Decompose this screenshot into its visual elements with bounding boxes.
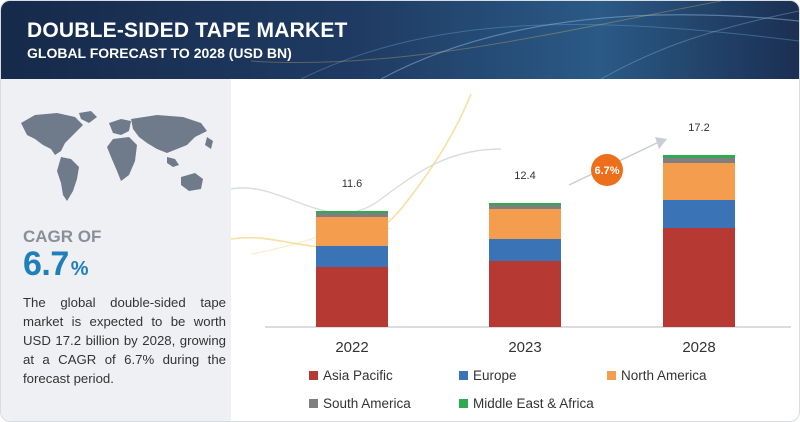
- x-tick-labels-group: 2022 2023 2028: [335, 339, 715, 356]
- bar-segment-asia-pacific-2023: [489, 261, 561, 327]
- stacked-bar-chart: 11.6 12.4 17.2 2022 2023 2028 6.7% Asia Paci…: [231, 93, 791, 411]
- legend-swatch-south-america: [309, 399, 318, 408]
- bar-segment-asia-pacific-2022: [316, 267, 388, 327]
- total-label-2022: 11.6: [342, 178, 363, 190]
- header-banner: DOUBLE-SIDED TAPE MARKET GLOBAL FORECAST…: [1, 1, 799, 79]
- bar-segment-europe-2028: [663, 200, 735, 228]
- cagr-value: 6.7%: [23, 245, 89, 284]
- bar-segment-north-america-2028: [663, 163, 735, 200]
- legend-swatch-asia-pacific: [309, 371, 318, 380]
- bar-segment-europe-2023: [489, 239, 561, 261]
- total-label-2028: 17.2: [688, 122, 709, 134]
- legend-label-europe: Europe: [473, 368, 517, 383]
- legend-label-middle-east-africa: Middle East & Africa: [473, 396, 594, 411]
- legend-label-south-america: South America: [323, 396, 411, 411]
- legend-swatch-north-america: [607, 371, 616, 380]
- bar-segment-north-america-2023: [489, 209, 561, 239]
- cagr-badge-text: 6.7%: [594, 165, 619, 177]
- cagr-label: CAGR OF: [23, 227, 102, 246]
- total-label-2023: 12.4: [514, 170, 535, 182]
- legend: Asia Pacific Europe North America South Ame…: [309, 368, 707, 411]
- x-tick-2028: 2028: [682, 339, 715, 356]
- bar-segment-middle-east-africa-2022: [316, 211, 388, 213]
- x-tick-2022: 2022: [335, 339, 368, 356]
- x-tick-2023: 2023: [508, 339, 541, 356]
- bar-segment-europe-2022: [316, 246, 388, 267]
- bar-segment-south-america-2023: [489, 205, 561, 209]
- page-subtitle: GLOBAL FORECAST TO 2028 (USD BN): [27, 45, 292, 61]
- bar-segment-south-america-2022: [316, 213, 388, 217]
- decorative-light-trails: [250, 1, 799, 79]
- bar-segment-middle-east-africa-2028: [663, 155, 735, 158]
- legend-swatch-middle-east-africa: [459, 399, 468, 408]
- total-labels-group: 11.6 12.4 17.2: [342, 122, 710, 190]
- bar-segment-asia-pacific-2028: [663, 228, 735, 327]
- bar-segment-south-america-2028: [663, 158, 735, 163]
- world-map-icon: [21, 111, 213, 201]
- bars-group: [316, 155, 735, 327]
- legend-swatch-europe: [459, 371, 468, 380]
- cagr-number: 6.7: [23, 245, 69, 283]
- page-title: DOUBLE-SIDED TAPE MARKET: [27, 19, 348, 42]
- legend-label-north-america: North America: [621, 368, 707, 383]
- legend-label-asia-pacific: Asia Pacific: [323, 368, 393, 383]
- market-description: The global double-sided tape market is e…: [23, 295, 226, 386]
- bar-segment-middle-east-africa-2023: [489, 203, 561, 205]
- cagr-badge-circle: [591, 154, 623, 186]
- cagr-unit: %: [70, 258, 89, 280]
- bar-segment-north-america-2022: [316, 217, 388, 246]
